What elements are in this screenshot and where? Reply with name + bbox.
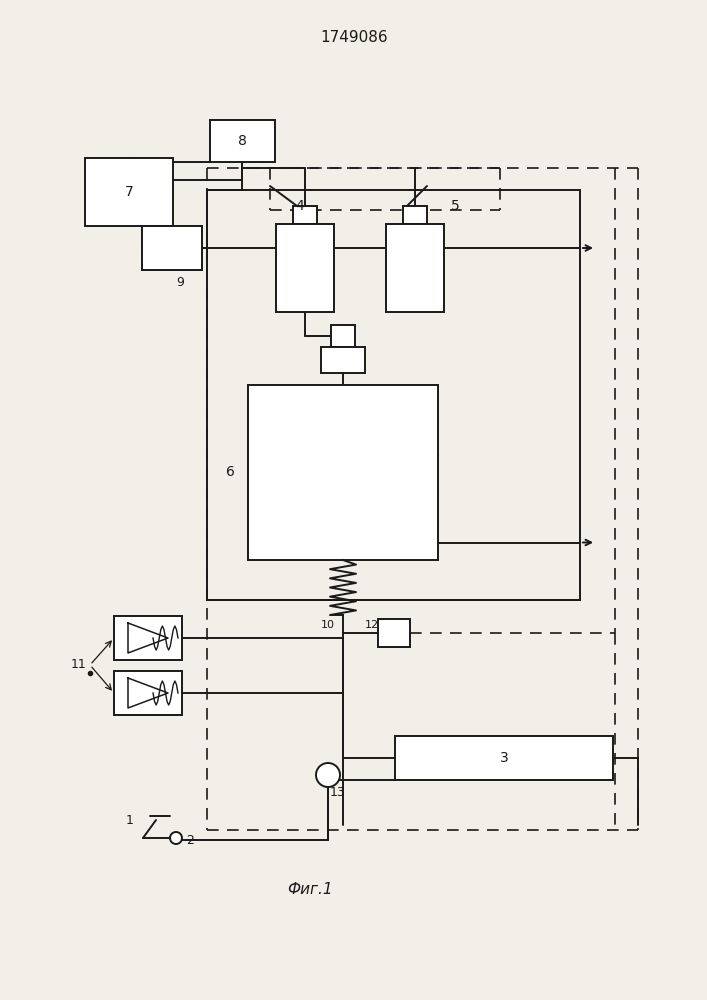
Text: Фиг.1: Фиг.1 <box>287 882 333 898</box>
Bar <box>85 158 173 226</box>
Polygon shape <box>128 623 168 653</box>
Bar <box>207 190 580 600</box>
Text: 6: 6 <box>226 465 235 479</box>
Text: 3: 3 <box>500 751 508 765</box>
Bar <box>276 224 334 312</box>
Bar <box>378 619 410 647</box>
Bar <box>248 385 438 560</box>
Text: 5: 5 <box>450 199 460 213</box>
Text: 1: 1 <box>126 814 134 826</box>
Bar <box>395 736 613 780</box>
Text: 11: 11 <box>70 658 86 672</box>
Text: 7: 7 <box>124 185 134 199</box>
Text: 13: 13 <box>330 786 346 800</box>
Text: 8: 8 <box>238 134 247 148</box>
Bar <box>142 226 202 270</box>
Bar <box>210 120 275 162</box>
Bar <box>114 671 182 715</box>
Bar <box>293 206 317 224</box>
Bar <box>331 325 355 347</box>
Circle shape <box>316 763 340 787</box>
Bar <box>114 616 182 660</box>
Polygon shape <box>128 678 168 708</box>
Circle shape <box>170 832 182 844</box>
Text: 4: 4 <box>296 199 305 213</box>
Bar <box>386 224 444 312</box>
Text: 2: 2 <box>186 834 194 846</box>
Text: 12: 12 <box>365 620 379 630</box>
Text: 9: 9 <box>176 275 184 288</box>
Bar <box>403 206 427 224</box>
Bar <box>321 347 365 373</box>
Text: 1749086: 1749086 <box>320 30 388 45</box>
Text: 10: 10 <box>321 620 335 630</box>
